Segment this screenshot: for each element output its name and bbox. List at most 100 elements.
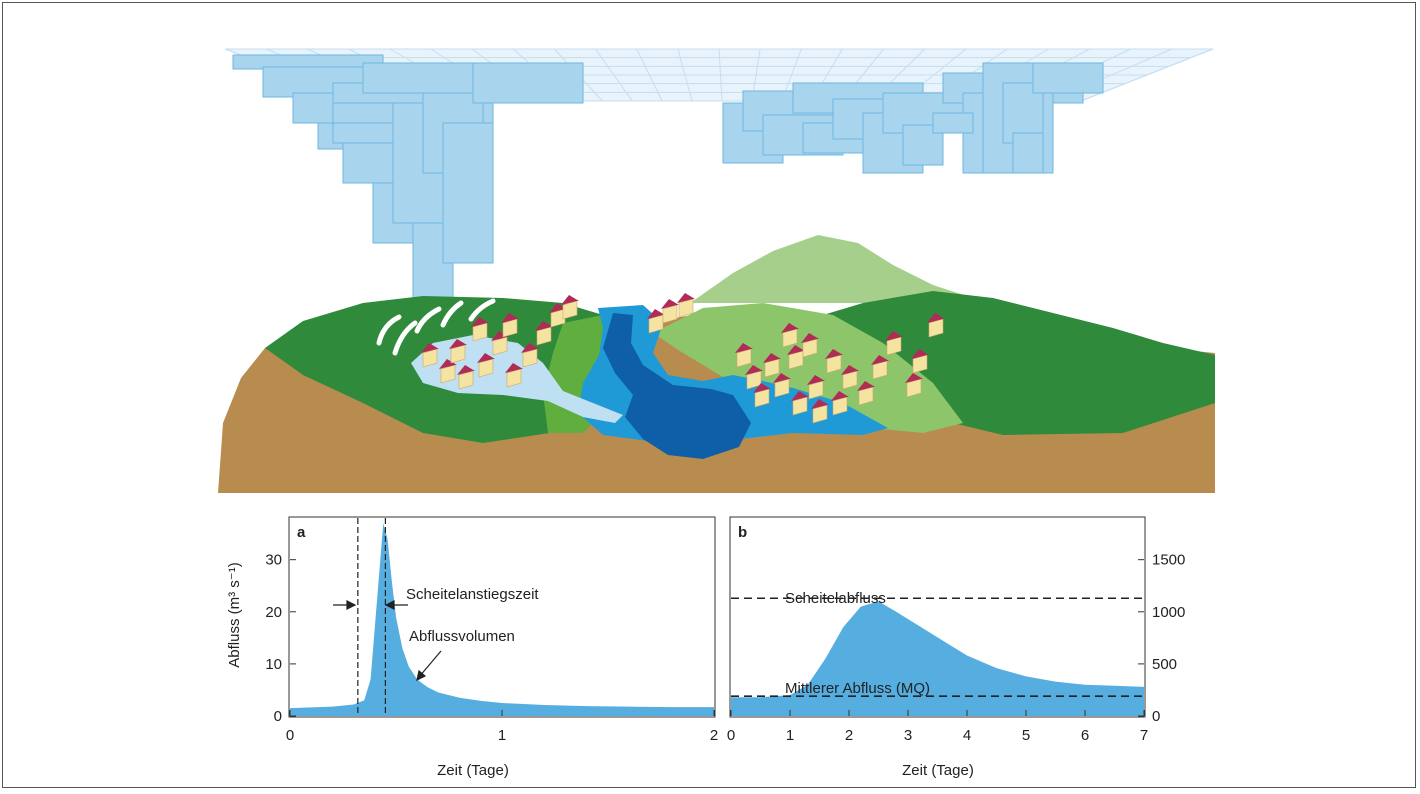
rain-arc	[414, 306, 442, 334]
house-roof	[505, 363, 523, 373]
house-wall	[832, 396, 848, 416]
house-roof	[781, 323, 799, 333]
house-roof	[905, 373, 923, 383]
house-wall	[782, 328, 798, 348]
house-wall	[736, 348, 752, 368]
annotation-volume: Abflussvolumen	[409, 628, 515, 645]
house-roof	[501, 313, 519, 323]
house-roof	[491, 331, 509, 341]
house-wall	[858, 386, 874, 406]
house-roof	[647, 309, 665, 319]
house-roof	[825, 349, 843, 359]
y-tick-label: 500	[1152, 656, 1177, 673]
landscape	[218, 235, 1215, 493]
house-wall	[662, 304, 678, 324]
house-wall	[812, 404, 828, 424]
house-roof	[811, 399, 829, 409]
house-roof	[449, 339, 467, 349]
house-wall	[912, 354, 928, 374]
plot-frame-a	[288, 516, 716, 718]
house-wall	[826, 354, 842, 374]
house-roof	[753, 383, 771, 393]
house-wall	[458, 370, 474, 390]
house-wall	[478, 358, 494, 378]
house-wall	[440, 364, 456, 384]
y-tick-label: 10	[265, 656, 282, 673]
house-roof	[787, 345, 805, 355]
hydrograph-area-a	[290, 523, 714, 716]
house-roof	[471, 317, 489, 327]
house-wall	[842, 370, 858, 390]
cloud-block	[332, 102, 394, 124]
house-roof	[857, 381, 875, 391]
house-roof	[763, 353, 781, 363]
house-roof	[521, 343, 539, 353]
y-tick-label: 1500	[1152, 552, 1185, 569]
house-roof	[773, 373, 791, 383]
house-roof	[791, 391, 809, 401]
cloud-block	[442, 122, 494, 264]
house-roof	[535, 321, 553, 331]
cloud-block	[1012, 132, 1044, 174]
cloud-block	[1032, 62, 1104, 94]
background-hill	[693, 235, 993, 303]
x-axis-label-a: Zeit (Tage)	[437, 762, 509, 779]
annotation-rise-time: Scheitelanstiegszeit	[406, 586, 539, 603]
annotation-peak: Scheitelabfluss	[785, 590, 886, 607]
house-roof	[561, 295, 579, 305]
x-tick-label: 7	[1140, 727, 1148, 744]
house-roof	[841, 365, 859, 375]
x-tick-label: 0	[286, 727, 294, 744]
house-roof	[911, 349, 929, 359]
house-roof	[801, 333, 819, 343]
y-axis-label-a: Abfluss (m³ s⁻¹)	[226, 562, 243, 667]
y-tick-label: 1000	[1152, 604, 1185, 621]
panel-label-a: a	[297, 524, 306, 541]
x-tick-label: 1	[786, 727, 794, 744]
x-tick-label: 2	[710, 727, 718, 744]
cloud-blocks	[232, 54, 1104, 304]
hydrograph-area-b	[731, 601, 1144, 716]
house-wall	[774, 378, 790, 398]
house-roof	[831, 391, 849, 401]
x-tick-label: 6	[1081, 727, 1089, 744]
y-tick-label: 0	[1152, 708, 1160, 725]
rise-time-arrows	[333, 600, 408, 610]
house-wall	[906, 378, 922, 398]
house-roof	[927, 313, 945, 323]
house-wall	[536, 326, 552, 346]
house-roof	[885, 331, 903, 341]
annotation-mean: Mittlerer Abfluss (MQ)	[785, 680, 930, 697]
x-tick-label: 2	[845, 727, 853, 744]
house-wall	[678, 298, 694, 318]
house-roof	[807, 375, 825, 385]
x-tick-label: 3	[904, 727, 912, 744]
house-wall	[808, 380, 824, 400]
house-wall	[450, 344, 466, 364]
y-tick-label: 20	[265, 604, 282, 621]
house-wall	[754, 388, 770, 408]
house-roof	[549, 303, 567, 313]
house-wall	[792, 396, 808, 416]
rain-arcs	[376, 298, 496, 356]
x-axis-label-b: Zeit (Tage)	[902, 762, 974, 779]
rain-arc	[468, 298, 496, 322]
house-wall	[550, 308, 566, 328]
rain-cloud-grid	[224, 48, 1214, 304]
house-wall	[422, 348, 438, 368]
house-roof	[661, 299, 679, 309]
house-roof	[745, 365, 763, 375]
house-roof	[457, 365, 475, 375]
cloud-block	[932, 112, 974, 134]
house-wall	[562, 300, 578, 320]
house-roof	[439, 359, 457, 369]
village-houses	[421, 293, 945, 424]
house-wall	[506, 368, 522, 388]
y-tick-label: 30	[265, 552, 282, 569]
house-roof	[477, 353, 495, 363]
house-wall	[872, 360, 888, 380]
house-wall	[788, 350, 804, 370]
volume-arrow	[416, 650, 442, 682]
